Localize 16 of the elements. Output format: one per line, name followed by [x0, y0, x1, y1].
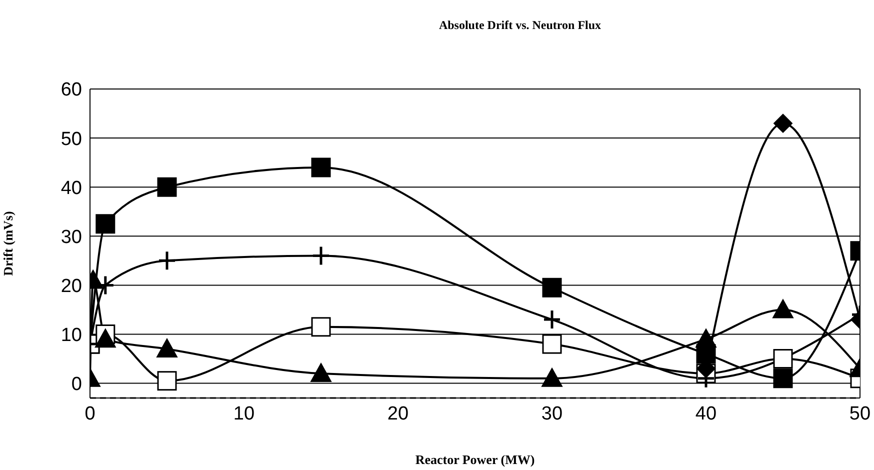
x-tick-label: 0	[84, 403, 96, 424]
chart-title: Absolute Drift vs. Neutron Flux	[438, 18, 602, 33]
x-tick-label: 10	[233, 403, 255, 424]
x-axis-title: Reactor Power (MW)	[415, 452, 535, 467]
x-tick-label: 40	[695, 403, 717, 424]
y-tick-label: 0	[71, 374, 82, 396]
y-tick-label: 10	[60, 324, 82, 346]
y-tick-label: 20	[60, 276, 82, 297]
x-tick-label: 50	[849, 403, 871, 424]
y-tick-label: 40	[60, 178, 82, 199]
y-axis-title: Drift (mVs)	[0, 211, 16, 276]
y-tick-label: 50	[60, 128, 82, 150]
y-tick-label: 60	[60, 80, 82, 101]
y-tick-label: 30	[60, 226, 82, 248]
x-tick-label: 20	[387, 403, 409, 424]
x-tick-label: 30	[541, 403, 563, 424]
